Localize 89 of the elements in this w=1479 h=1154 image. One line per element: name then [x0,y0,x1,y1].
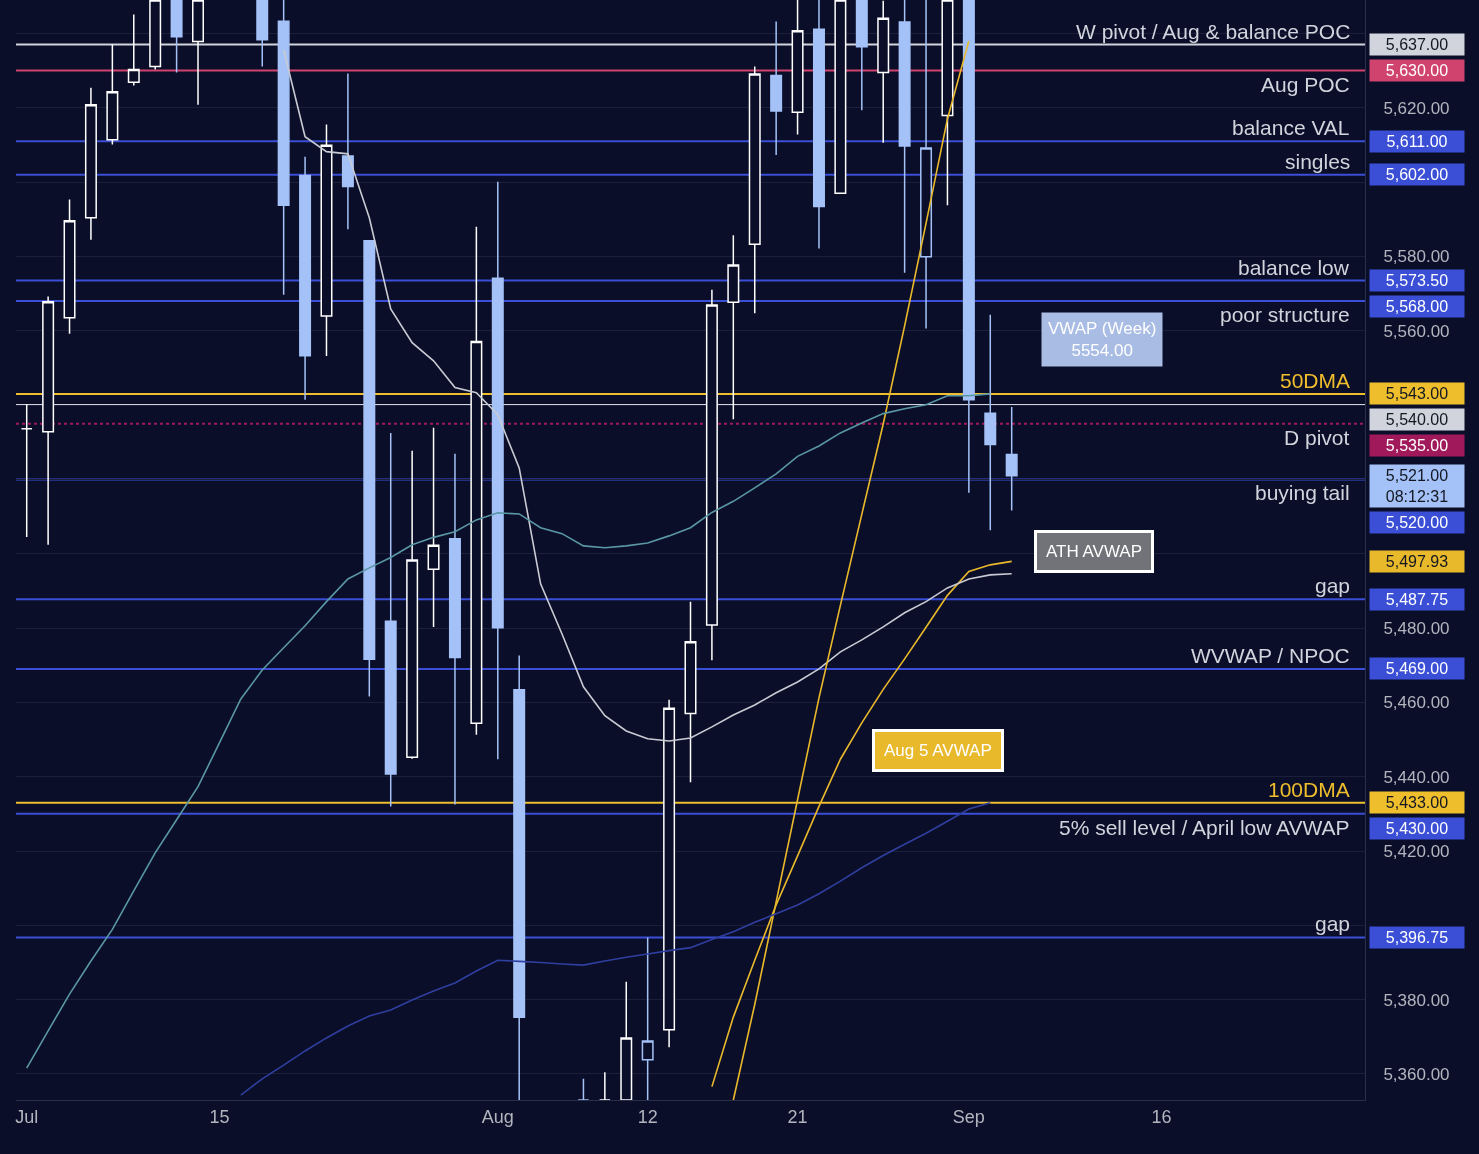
candlestick [448,453,461,806]
candlestick [470,225,483,736]
text: 5,520.00 [1385,514,1449,531]
y-tick-label: 5,360.00 [1383,1064,1450,1084]
ref-line-label: poor structure [1220,303,1350,326]
candlestick [705,289,718,662]
candlestick [513,654,526,1100]
ref-line-label: D pivot [1284,426,1350,449]
ref-line-label: singles [1285,150,1351,173]
line-series [282,49,1013,742]
ref-line-label: buying tail [1255,481,1350,504]
candlestick [855,0,868,112]
line-series [240,801,992,1096]
candlestick [491,180,504,760]
ref-line-label: balance VAL [1232,116,1350,139]
series-label: Aug 5 AVWAP [884,741,992,760]
text: 5,602.00 [1385,166,1449,183]
text: ATH AVWAP [1046,542,1143,561]
text: 5,540.00 [1385,411,1449,428]
x-tick-label: 12 [637,1106,658,1127]
ref-line-label: 5% sell level / April low AVWAP [1059,816,1350,839]
text: 5,469.00 [1385,660,1449,677]
y-tick-label: 5,440.00 [1383,767,1450,787]
y-tick-label: 5,480.00 [1383,618,1450,638]
text: 5,637.00 [1385,36,1449,53]
candlestick [641,936,654,1100]
text: 5,568.00 [1385,298,1449,315]
line-series [25,393,992,1069]
candlestick [577,1078,590,1100]
text: 5,535.00 [1385,437,1449,454]
candlestick [363,240,376,698]
candlestick [684,600,697,784]
x-tick-label: Jul [15,1106,39,1127]
y-tick-label: 5,580.00 [1383,247,1450,267]
text: 5,611.00 [1386,133,1448,150]
candlestick [341,72,354,231]
candlestick [170,0,183,74]
x-tick-label: 15 [209,1106,230,1127]
ref-line-label: W pivot / Aug & balance POC [1076,20,1351,43]
text: 5,396.75 [1385,929,1449,946]
x-tick-label: 16 [1151,1106,1172,1127]
candlestick [812,0,825,250]
candlestick [748,65,761,315]
x-tick-label: Aug [481,1106,514,1127]
candlestick [962,0,975,494]
text: 5,521.00 [1385,467,1449,484]
text: 5,573.50 [1385,272,1449,289]
candlestick [106,43,119,146]
ref-line-label: balance low [1238,256,1350,279]
candlestick [63,198,76,335]
annotation: VWAP (Week) 5554.00 [1048,319,1157,361]
text: 5,497.93 [1385,553,1449,570]
y-tick-label: 5,380.00 [1383,990,1450,1010]
y-tick-label: 5,620.00 [1383,98,1450,118]
text: 5,430.00 [1385,820,1449,837]
candlestick [984,314,997,532]
candlestick [384,432,397,808]
text: 5,543.00 [1385,385,1449,402]
text: 5,487.75 [1385,591,1449,608]
candlestick [256,0,269,68]
candlestick [277,0,290,296]
candlestick [620,981,633,1100]
ref-line-label: 100DMA [1268,778,1350,801]
x-tick-label: Sep [952,1106,985,1127]
candlestick [299,156,312,401]
candlestick [84,86,97,241]
ref-line-label: 50DMA [1280,369,1351,392]
candlestick [127,13,140,87]
text: 5,433.00 [1385,794,1449,811]
candlestick [770,20,783,156]
ref-line-label: gap [1315,574,1351,597]
y-tick-label: 5,460.00 [1383,693,1450,713]
candlestick [1005,406,1018,512]
ref-line-label: Aug POC [1261,73,1350,96]
candlestick [663,699,676,1048]
text: 5,630.00 [1385,62,1449,79]
candlestick [406,450,419,760]
candlestick [898,0,911,274]
candlestick [42,295,55,546]
candlestick [20,403,33,538]
x-tick-label: 21 [787,1106,808,1127]
y-tick-label: 5,560.00 [1383,321,1450,341]
text: 08:12:31 [1385,487,1449,505]
y-tick-label: 5,420.00 [1383,841,1450,861]
ref-line-label: WVWAP / NPOC [1191,644,1350,667]
candlestick [427,426,440,628]
ref-line-label: gap [1315,912,1351,935]
candlestick [727,234,740,420]
candlestick [320,123,333,357]
